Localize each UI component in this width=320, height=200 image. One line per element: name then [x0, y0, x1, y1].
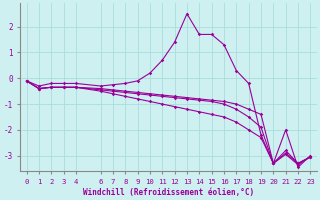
X-axis label: Windchill (Refroidissement éolien,°C): Windchill (Refroidissement éolien,°C) — [83, 188, 254, 197]
